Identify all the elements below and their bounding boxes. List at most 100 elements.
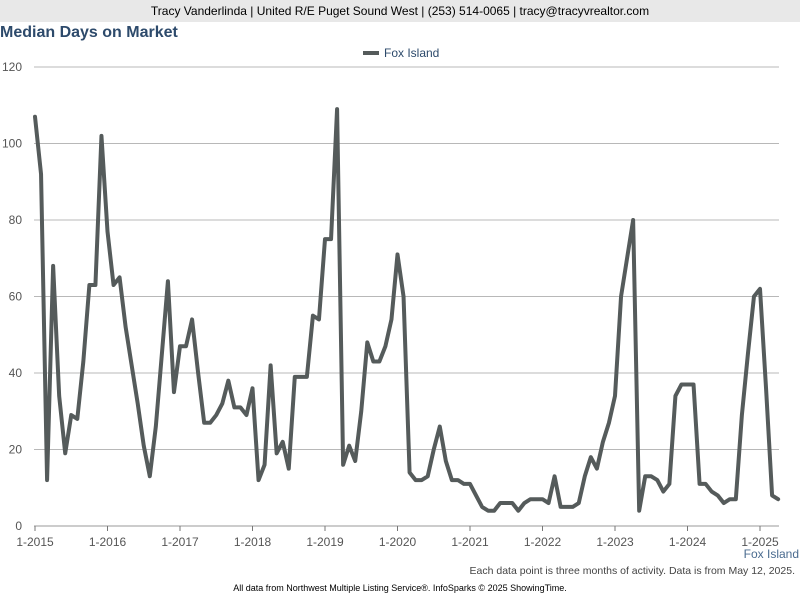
data-point: [311, 314, 314, 317]
data-point: [191, 318, 194, 321]
data-point: [740, 414, 743, 417]
data-point: [547, 502, 550, 505]
data-point: [46, 479, 49, 482]
data-point: [752, 295, 755, 298]
data-point: [384, 345, 387, 348]
data-point: [257, 479, 260, 482]
data-point: [565, 505, 568, 508]
y-tick-label: 20: [9, 443, 23, 457]
data-point: [499, 502, 502, 505]
data-point: [112, 284, 115, 287]
x-tick-label: 1-2022: [524, 535, 562, 549]
data-point: [583, 475, 586, 478]
data-point: [263, 463, 266, 466]
data-point: [40, 173, 43, 176]
data-point: [197, 372, 200, 375]
data-point: [378, 360, 381, 363]
data-point: [215, 414, 218, 417]
x-tick-label: 1-2025: [741, 535, 779, 549]
data-point: [330, 238, 333, 241]
data-point: [571, 505, 574, 508]
data-point: [487, 509, 490, 512]
chart-legend[interactable]: Fox Island: [363, 46, 439, 60]
data-point: [777, 498, 780, 501]
data-point: [34, 115, 37, 118]
data-point: [100, 134, 103, 137]
data-point: [305, 375, 308, 378]
data-point: [88, 284, 91, 287]
data-point: [172, 391, 175, 394]
data-point: [686, 383, 689, 386]
series-end-label: Fox Island: [743, 547, 799, 561]
data-point: [324, 238, 327, 241]
data-point: [674, 394, 677, 397]
data-point: [106, 230, 109, 233]
data-point: [360, 410, 363, 413]
x-tick-label: 1-2021: [451, 535, 489, 549]
y-tick-label: 80: [9, 213, 23, 227]
legend-swatch: [363, 51, 379, 55]
data-point: [281, 440, 284, 443]
data-point: [716, 494, 719, 497]
data-point: [595, 467, 598, 470]
data-point: [317, 318, 320, 321]
data-point: [529, 498, 532, 501]
data-point: [94, 284, 97, 287]
data-point: [632, 219, 635, 222]
data-point: [396, 253, 399, 256]
data-point: [469, 482, 472, 485]
legend-label: Fox Island: [384, 46, 440, 60]
data-point: [233, 406, 236, 409]
data-point: [589, 456, 592, 459]
data-point: [656, 479, 659, 482]
data-point: [293, 375, 296, 378]
y-tick-label: 120: [2, 60, 22, 74]
y-tick-label: 100: [2, 137, 22, 151]
data-point: [166, 280, 169, 283]
data-point: [185, 345, 188, 348]
y-tick-label: 60: [9, 290, 23, 304]
data-point: [438, 425, 441, 428]
data-point: [638, 509, 641, 512]
y-tick-label: 0: [15, 519, 22, 533]
data-point: [704, 482, 707, 485]
data-point: [148, 475, 151, 478]
data-point: [203, 421, 206, 424]
data-point: [650, 475, 653, 478]
data-point: [76, 417, 79, 420]
data-point: [626, 257, 629, 260]
data-point: [668, 482, 671, 485]
data-point: [221, 402, 224, 405]
data-point: [130, 364, 133, 367]
data-point: [493, 509, 496, 512]
chart-title: Median Days on Market: [0, 24, 178, 41]
data-point: [541, 498, 544, 501]
data-point: [771, 494, 774, 497]
data-point: [408, 471, 411, 474]
data-point: [342, 463, 345, 466]
data-point: [58, 394, 61, 397]
data-point: [680, 383, 683, 386]
data-point: [601, 440, 604, 443]
data-point: [505, 502, 508, 505]
data-point: [160, 352, 163, 355]
footer-credit: All data from Northwest Multiple Listing…: [233, 583, 567, 593]
data-point: [475, 494, 478, 497]
data-point: [426, 475, 429, 478]
data-point: [245, 414, 248, 417]
series-line-fox-island: [33, 107, 781, 513]
data-point: [275, 452, 278, 455]
data-point: [336, 108, 339, 111]
data-point: [535, 498, 538, 501]
data-point: [481, 505, 484, 508]
data-point: [734, 498, 737, 501]
x-tick-label: 1-2018: [234, 535, 272, 549]
data-point: [662, 490, 665, 493]
data-point: [414, 479, 417, 482]
data-point: [142, 444, 145, 447]
data-point: [692, 383, 695, 386]
data-point: [179, 345, 182, 348]
data-point: [299, 375, 302, 378]
